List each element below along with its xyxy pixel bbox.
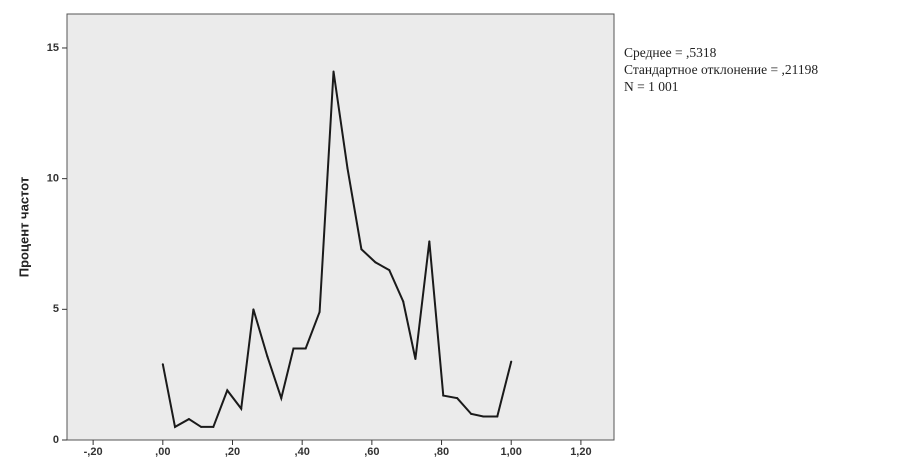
x-tick-label: ,60 [364,446,379,458]
data-point [266,355,269,358]
x-tick-label: ,80 [434,446,449,458]
mean-stat: Среднее = ,5318 [624,45,717,60]
data-point [318,310,321,313]
y-tick-label: 5 [53,303,59,315]
data-point [187,418,190,421]
data-point [304,347,307,350]
data-point [402,300,405,303]
data-point [174,425,177,428]
data-point [200,425,203,428]
data-point [482,415,485,418]
data-point [161,363,164,366]
n-stat: N = 1 001 [624,79,679,94]
y-tick-label: 15 [47,42,59,54]
data-point [374,261,377,264]
data-point [510,360,513,363]
data-point [226,389,229,392]
data-point [280,397,283,400]
data-point [428,240,431,243]
x-axis: -,20 ,00 ,20 ,40 ,60 ,80 1,00 1,20 [84,440,592,458]
data-point [360,248,363,251]
plot-area [66,13,615,441]
series-layer [161,70,513,429]
data-point [456,397,459,400]
y-tick-label: 0 [53,434,59,446]
data-point [470,412,473,415]
x-tick-label: -,20 [84,446,103,458]
y-tick-label: 10 [47,173,59,185]
data-point [388,269,391,272]
data-point [292,347,295,350]
x-tick-label: ,00 [155,446,170,458]
data-point [332,70,335,73]
data-point [442,394,445,397]
data-point [240,407,243,410]
data-point [414,357,417,360]
std-dev-stat: Стандартное отклонение = ,21198 [624,62,819,77]
x-tick-label: ,20 [225,446,240,458]
data-point [496,415,499,418]
data-point [212,425,215,428]
y-axis-label: Процент частот [16,177,31,277]
x-tick-label: 1,00 [501,446,522,458]
x-tick-label: 1,20 [570,446,591,458]
x-tick-label: ,40 [295,446,310,458]
data-point [252,308,255,311]
statistics-legend: Среднее = ,5318 Стандартное отклонение =… [624,44,818,95]
data-point [346,167,349,170]
y-axis: 0 5 10 15 [47,42,67,446]
